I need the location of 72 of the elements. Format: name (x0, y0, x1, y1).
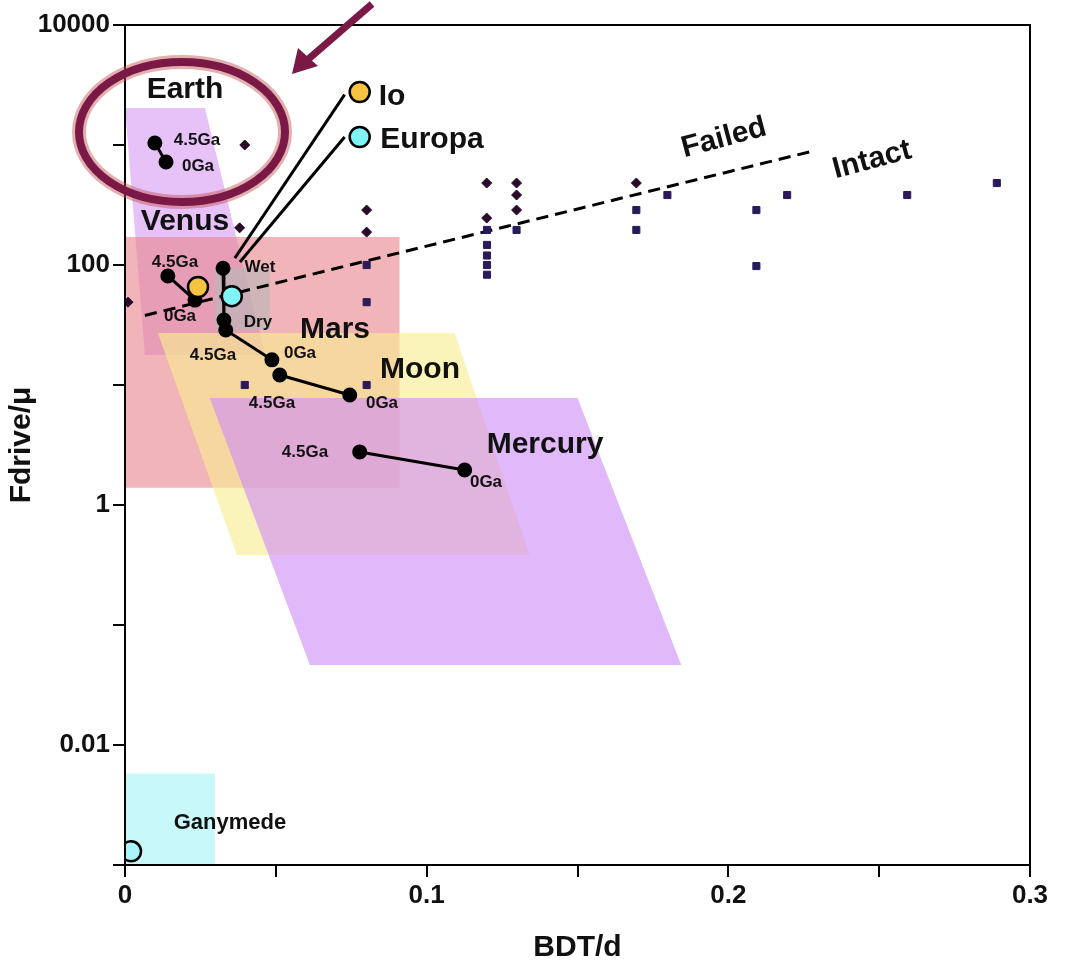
annotation: Mars (299, 311, 371, 345)
y-tick-label: 100 (66, 248, 110, 279)
annotation: Moon (380, 351, 460, 385)
point (160, 268, 176, 284)
point (218, 322, 234, 338)
point (512, 225, 521, 234)
point (362, 298, 371, 307)
annotation: 0Ga (163, 305, 197, 325)
point (482, 260, 492, 270)
point (362, 260, 371, 270)
point (361, 204, 373, 216)
annotation: Venus (140, 203, 230, 237)
y-axis-title: Fdrive/μ (3, 386, 37, 504)
point (342, 387, 358, 403)
point (348, 125, 371, 149)
annotation: 0Ga (283, 342, 317, 362)
point (481, 177, 493, 189)
point (215, 260, 231, 276)
x-tick-label: 0.1 (408, 878, 445, 909)
annotation: Failed (677, 108, 770, 163)
point (234, 222, 246, 234)
point (992, 179, 1001, 188)
point (186, 275, 210, 299)
annotation: Mercury (486, 426, 604, 460)
point (240, 380, 249, 390)
annotation: 4.5Ga (151, 251, 199, 271)
y-tick-label: 10000 (37, 8, 110, 39)
point (632, 206, 641, 215)
point (158, 154, 174, 170)
point (264, 352, 280, 368)
annotation: Dry (243, 311, 273, 331)
annotation: 0Ga (365, 392, 399, 412)
annotation: Wet (244, 256, 276, 276)
y-tick-label: 0.01 (59, 728, 110, 759)
x-tick-label: 0.2 (710, 878, 747, 909)
point (481, 212, 493, 224)
point (511, 189, 523, 201)
point (482, 240, 492, 249)
annotation: 0Ga (181, 155, 215, 175)
x-axis-title: BDT/d (533, 929, 622, 963)
annotation: Europa (380, 121, 484, 155)
annotation: 4.5Ga (281, 441, 329, 461)
annotation: Earth (146, 71, 224, 105)
point (632, 225, 641, 234)
point (482, 225, 492, 234)
x-tick-label: 0.3 (1011, 878, 1049, 909)
point (783, 190, 792, 200)
annotation: Io (378, 78, 406, 112)
annotation: Intact (828, 131, 915, 185)
point (147, 135, 163, 151)
point (903, 190, 912, 200)
point (663, 190, 672, 200)
point (482, 251, 492, 260)
annotation: 4.5Ga (189, 344, 237, 364)
annotation: 0Ga (469, 471, 503, 491)
point (482, 270, 492, 279)
x-tick-label: 0 (117, 878, 133, 909)
point (352, 444, 368, 460)
point (361, 226, 373, 238)
point (630, 177, 642, 189)
point (511, 177, 523, 189)
y-tick-label: 1 (95, 488, 110, 519)
point (362, 380, 371, 390)
point (511, 204, 523, 216)
point (752, 262, 761, 271)
point (752, 206, 761, 215)
point (272, 367, 288, 383)
annotation: 4.5Ga (248, 392, 296, 412)
annotation: 4.5Ga (173, 129, 221, 149)
annotation: Ganymede (173, 809, 287, 835)
point (239, 139, 251, 151)
point (348, 80, 371, 104)
